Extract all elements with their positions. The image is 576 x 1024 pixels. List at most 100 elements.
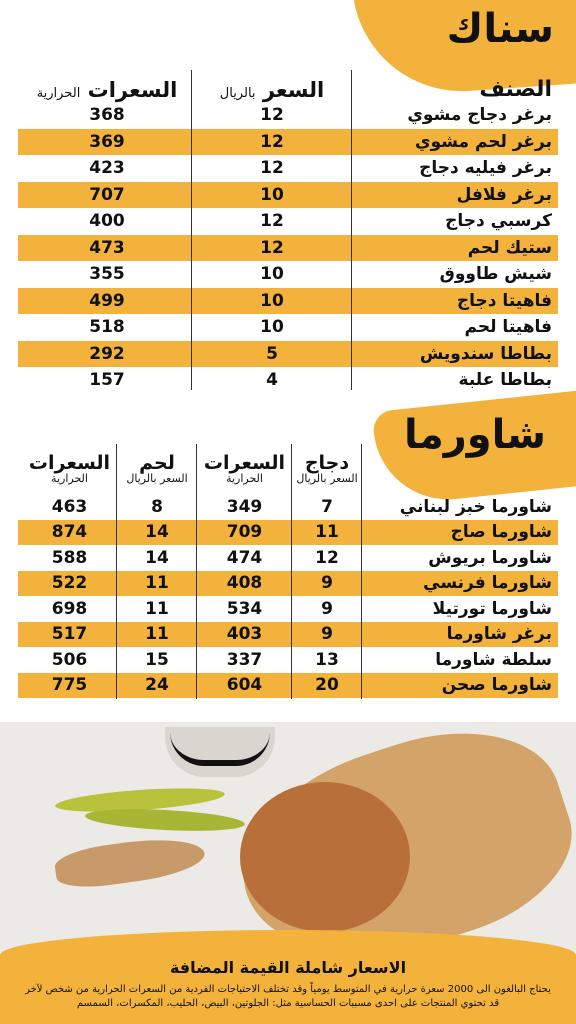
- cell-item: برغر لحم مشوي: [414, 131, 552, 152]
- column-divider: [191, 70, 192, 390]
- cell-chicken-price: 9: [321, 598, 333, 619]
- cell-item: شاورما بريوش: [428, 547, 552, 568]
- table-row: برغر فلافل 10 707: [18, 181, 558, 208]
- cell-item: بطاطا سندويش: [419, 343, 552, 364]
- header-meat-calories: السعرات الحرارية: [28, 451, 111, 486]
- cell-price: 10: [260, 290, 284, 311]
- column-divider: [351, 70, 352, 390]
- cell-meat-price: 14: [145, 547, 169, 568]
- cell-price: 12: [260, 211, 284, 232]
- cell-calories: 157: [89, 370, 125, 391]
- cell-chicken-calories: 534: [226, 598, 263, 619]
- cell-chicken-calories: 408: [226, 573, 263, 594]
- snack-header: الصنف السعر بالريال السعرات الحرارية: [18, 70, 558, 102]
- cell-chicken-price: 9: [321, 573, 333, 594]
- cell-chicken-calories: 337: [226, 649, 263, 670]
- shawarma-table: دجاج السعر بالريال السعرات الحرارية لحم الس…: [18, 444, 558, 699]
- cell-meat-calories: 463: [51, 496, 88, 517]
- table-row: شاورما صاج 11 709 14 874: [18, 519, 558, 545]
- cell-meat-price: 15: [145, 649, 169, 670]
- pickle: [84, 805, 246, 835]
- cell-calories: 499: [89, 290, 125, 311]
- table-row: شاورما صحن 20 604 24 775: [18, 672, 558, 698]
- table-row: بطاطا سندويش 5 292: [18, 340, 558, 367]
- cell-chicken-calories: 349: [226, 496, 263, 517]
- cell-calories: 707: [89, 184, 125, 205]
- column-divider: [361, 444, 362, 699]
- table-row: برغر شاورما 9 403 11 517: [18, 621, 558, 647]
- cell-item: بطاطا علبة: [458, 370, 552, 391]
- cell-calories: 368: [89, 105, 125, 126]
- cell-item: شاورما صاج: [450, 522, 552, 543]
- cell-calories: 292: [89, 343, 125, 364]
- cell-meat-price: 11: [145, 598, 169, 619]
- cell-item: برغر فلافل: [456, 184, 552, 205]
- cell-price: 12: [260, 105, 284, 126]
- table-row: كرسبي دجاج 12 400: [18, 208, 558, 235]
- column-divider: [291, 444, 292, 699]
- header-chicken-price: دجاج السعر بالريال: [296, 451, 358, 486]
- table-row: برغر لحم مشوي 12 369: [18, 128, 558, 155]
- table-row: سلطة شاورما 13 337 15 506: [18, 647, 558, 673]
- cell-chicken-price: 11: [315, 522, 339, 543]
- shawarma-title: شاورما: [403, 412, 546, 458]
- cell-meat-price: 11: [145, 573, 169, 594]
- header-item: الصنف: [479, 77, 552, 102]
- cell-item: ستيك لحم: [467, 237, 552, 258]
- cell-meat-calories: 775: [51, 675, 88, 696]
- cell-chicken-calories: 604: [226, 675, 263, 696]
- cell-item: شيش طاووق: [439, 264, 552, 285]
- shawarma-rows: شاورما خبز لبناني 7 349 8 463 شاورما صاج 11 709…: [18, 444, 558, 699]
- cell-chicken-price: 12: [315, 547, 339, 568]
- allergen-note: قد تحتوي المنتجات على احدى مسببات الحساس…: [76, 997, 500, 1009]
- cell-calories: 355: [89, 264, 125, 285]
- cell-meat-calories: 588: [51, 547, 88, 568]
- calorie-note: يحتاج البالغون الى 2000 سعرة حرارية في ا…: [25, 984, 551, 995]
- table-row: برغر دجاج مشوي 12 368: [18, 102, 558, 129]
- cell-price: 4: [266, 370, 278, 391]
- header-chicken-calories: السعرات الحرارية: [203, 451, 286, 486]
- cell-item: برغر دجاج مشوي: [407, 105, 552, 126]
- header-price: السعر بالريال: [219, 78, 325, 102]
- cell-price: 12: [260, 131, 284, 152]
- cell-item: فاهيتا لحم: [464, 317, 552, 338]
- table-row: فاهيتا لحم 10 518: [18, 314, 558, 341]
- cell-calories: 369: [89, 131, 125, 152]
- table-row: فاهيتا دجاج 10 499: [18, 287, 558, 314]
- table-row: شاورما خبز لبناني 7 349 8 463: [18, 494, 558, 520]
- cell-price: 5: [266, 343, 278, 364]
- cell-meat-price: 14: [145, 522, 169, 543]
- shawarma-header: دجاج السعر بالريال السعرات الحرارية لحم الس…: [18, 444, 558, 494]
- cell-price: 12: [260, 158, 284, 179]
- snack-table: الصنف السعر بالريال السعرات الحرارية برغ…: [18, 70, 558, 394]
- footer: الاسعار شاملة القيمة المضافة يحتاج البال…: [0, 930, 576, 1024]
- cell-price: 12: [260, 237, 284, 258]
- cell-item: شاورما فرنسي: [423, 573, 552, 594]
- cell-chicken-calories: 474: [226, 547, 263, 568]
- cell-chicken-price: 7: [321, 496, 333, 517]
- cell-chicken-calories: 709: [226, 522, 263, 543]
- table-row: شاورما تورتيلا 9 534 11 698: [18, 596, 558, 622]
- table-row: شيش طاووق 10 355: [18, 261, 558, 288]
- cell-calories: 518: [89, 317, 125, 338]
- cell-meat-calories: 522: [51, 573, 88, 594]
- cell-item: شاورما صحن: [441, 675, 552, 696]
- nutrition-notes: يحتاج البالغون الى 2000 سعرة حرارية في ا…: [0, 983, 576, 1010]
- cell-price: 10: [260, 317, 284, 338]
- vat-note: الاسعار شاملة القيمة المضافة: [169, 958, 407, 977]
- shawarma-photo: [0, 722, 576, 952]
- cell-item: برغر شاورما: [446, 624, 552, 645]
- shawarma-filling: [240, 782, 410, 932]
- table-row: بطاطا علبة 4 157: [18, 367, 558, 394]
- column-divider: [116, 444, 117, 699]
- cell-item: سلطة شاورما: [435, 649, 552, 670]
- snack-rows: برغر دجاج مشوي 12 368 برغر لحم مشوي 12 369 برغ…: [18, 70, 558, 394]
- cell-calories: 423: [89, 158, 125, 179]
- cell-meat-calories: 506: [51, 649, 88, 670]
- cell-chicken-price: 13: [315, 649, 339, 670]
- cell-calories: 473: [89, 237, 125, 258]
- cell-meat-price: 11: [145, 624, 169, 645]
- cell-chicken-price: 9: [321, 624, 333, 645]
- cell-chicken-price: 20: [315, 675, 339, 696]
- cell-item: كرسبي دجاج: [445, 211, 552, 232]
